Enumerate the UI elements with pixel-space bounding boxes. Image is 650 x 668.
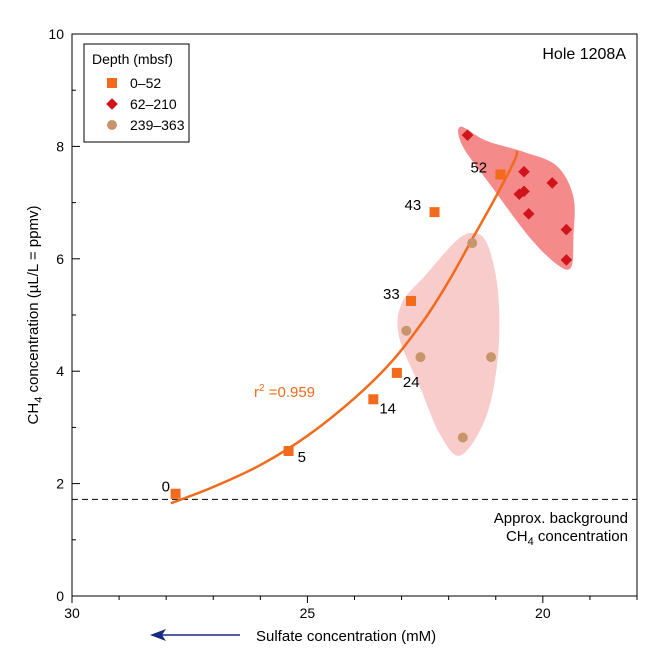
- x-axis-label: Sulfate concentration (mM): [256, 628, 436, 645]
- y-tick-label-6: 6: [56, 251, 64, 267]
- envelope-239-363: [397, 232, 500, 456]
- x-tick-label-25: 25: [300, 605, 316, 621]
- point-62-210-6: [560, 223, 573, 236]
- y-axis-label: CH4 concentration (µL/L = ppmv): [25, 206, 45, 425]
- y-tick-label-0: 0: [56, 588, 64, 604]
- point-0-52-6: [495, 169, 506, 180]
- direction-arrow: [150, 629, 240, 641]
- background-label-line1: Approx. background: [494, 510, 628, 527]
- fit-curve-group: [170, 150, 519, 505]
- background-label-line2: CH4 concentration: [506, 528, 628, 548]
- point-0-52-1: [283, 446, 294, 457]
- point-62-210-4: [546, 177, 559, 189]
- fit-curve: [170, 150, 519, 505]
- point-239-363-3: [486, 352, 497, 363]
- point-label-33: 33: [383, 286, 400, 303]
- point-label-0: 0: [162, 479, 170, 496]
- legend: Depth (mbsf) 0–52 62–210 239–363: [83, 43, 190, 143]
- point-0-52-4: [406, 295, 416, 306]
- legend-marker-239-363: [107, 120, 117, 130]
- x-tick-label-30: 30: [64, 605, 80, 621]
- legend-marker-0-52: [107, 78, 117, 88]
- chart-title: Hole 1208A: [542, 46, 626, 63]
- legend-entry-0-52: 0–52: [130, 75, 161, 91]
- point-label-43: 43: [405, 197, 422, 214]
- legend-entry-239-363: 239–363: [130, 117, 185, 133]
- point-239-363-1: [401, 325, 412, 336]
- envelope-62-210: [458, 126, 575, 270]
- legend-entry-62-210: 62–210: [130, 96, 177, 112]
- point-0-52-5: [429, 207, 440, 218]
- y-tick-label-10: 10: [48, 26, 64, 42]
- point-62-210-3: [513, 188, 526, 200]
- y-tick-label-4: 4: [56, 363, 64, 379]
- y-tick-label-8: 8: [56, 138, 64, 154]
- fit-label: r2 =0.959: [254, 383, 315, 401]
- envelopes: [397, 126, 575, 456]
- point-0-52-3: [391, 367, 402, 378]
- point-62-210-0: [461, 129, 474, 141]
- point-239-363-0: [467, 238, 478, 249]
- point-239-363-2: [415, 352, 426, 363]
- point-0-52-0: [170, 488, 181, 499]
- point-239-363-4: [457, 432, 468, 443]
- data-points: [170, 129, 573, 499]
- point-label-14: 14: [379, 400, 396, 417]
- point-labels: 0 5 14 24 33 43 52: [162, 160, 488, 496]
- point-62-210-7: [560, 254, 573, 266]
- x-tick-label-20: 20: [535, 605, 551, 621]
- point-label-52: 52: [470, 160, 487, 177]
- point-62-210-5: [522, 208, 535, 220]
- point-label-24: 24: [403, 374, 420, 391]
- legend-title: Depth (mbsf): [92, 51, 173, 67]
- point-62-210-2: [518, 185, 530, 198]
- point-0-52-2: [368, 394, 379, 405]
- point-62-210-1: [518, 165, 530, 178]
- y-tick-label-2: 2: [56, 476, 64, 492]
- legend-marker-62-210: [106, 98, 118, 110]
- point-label-5: 5: [298, 449, 306, 466]
